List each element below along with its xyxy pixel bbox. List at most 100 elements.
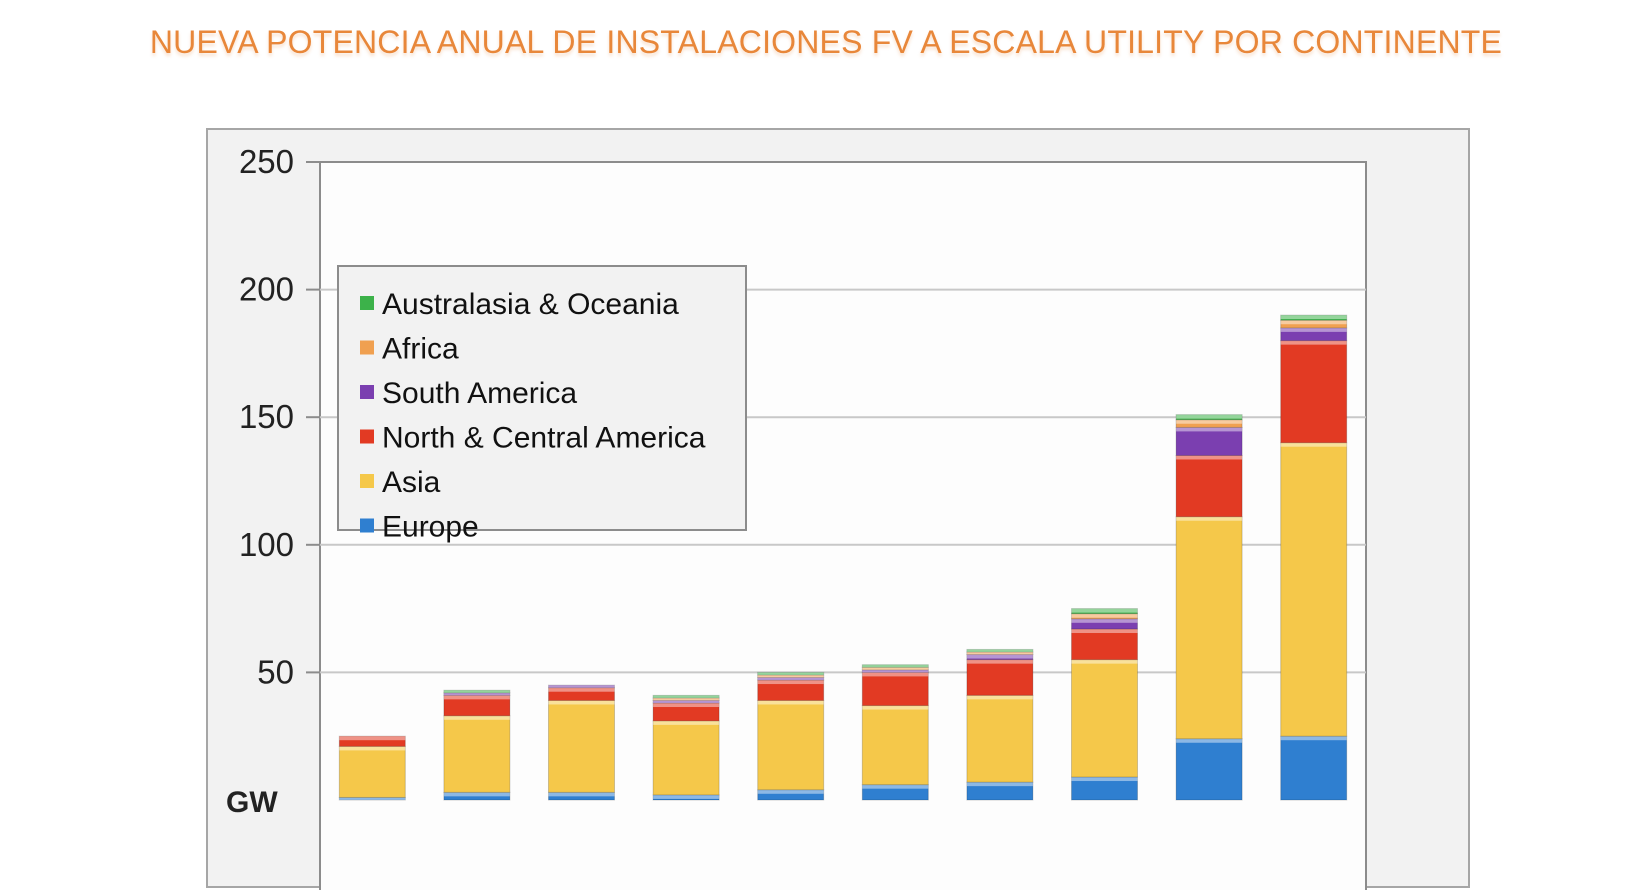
- y-tick-label: 150: [239, 398, 294, 435]
- bar-segment-highlight: [339, 797, 406, 800]
- bar-segment-highlight: [1071, 613, 1138, 618]
- bar-segment-highlight: [653, 794, 720, 799]
- bar-segment-highlight: [862, 705, 929, 710]
- bar-segment-australasia-oceania: [757, 671, 825, 676]
- bar-segment-highlight: [862, 669, 929, 673]
- legend-label: Australasia & Oceania: [382, 288, 679, 321]
- bar-segment-highlight: [653, 697, 720, 701]
- bar-segment-north-central-america: [338, 735, 406, 747]
- bar-segment-highlight: [443, 715, 510, 720]
- bar-segment-highlight: [443, 690, 510, 693]
- bar-segment-highlight: [862, 664, 929, 668]
- bar-segment-highlight: [1071, 629, 1138, 634]
- bar-segment-highlight: [757, 674, 824, 678]
- bar-segment-highlight: [862, 672, 929, 677]
- bar-segment-australasia-oceania: [1280, 314, 1348, 321]
- y-axis-unit-label: GW: [226, 786, 278, 819]
- stacked-bar-chart: 50 100 150 200 250 Australasia & Oceania Afri…: [226, 143, 1367, 890]
- bar-segment-europe: [1175, 738, 1243, 801]
- bar-segment-highlight: [548, 792, 615, 797]
- bar-segment-highlight: [1280, 315, 1347, 320]
- bar-segment-highlight: [1071, 618, 1138, 623]
- bar-segment-highlight: [757, 677, 824, 681]
- y-tick-label: 250: [239, 143, 294, 180]
- bar-segment-highlight: [1280, 327, 1347, 332]
- bar-segment-highlight: [653, 700, 720, 704]
- bar-segment-asia: [966, 694, 1034, 783]
- bar-segment-australasia-oceania: [861, 664, 929, 668]
- y-tick-label: 200: [239, 271, 294, 308]
- bar-segment-highlight: [1176, 455, 1243, 460]
- legend-swatch: [360, 385, 374, 399]
- bar-segment-highlight: [1176, 738, 1243, 743]
- bar-segment-highlight: [1176, 516, 1243, 521]
- bar-segment-highlight: [1176, 427, 1243, 432]
- bar-segment-asia: [548, 699, 615, 793]
- legend-swatch: [360, 474, 374, 488]
- bar-segment-highlight: [966, 651, 1033, 655]
- bar-segment-highlight: [862, 667, 929, 670]
- legend-label: Asia: [382, 466, 441, 499]
- bar-segment-asia: [1175, 516, 1243, 740]
- bar-segment-asia: [338, 745, 406, 798]
- bar-segment-highlight: [548, 700, 615, 705]
- legend-swatch: [360, 340, 374, 355]
- legend-swatch: [360, 429, 374, 444]
- bar-segment-highlight: [1280, 340, 1347, 345]
- bar-segment-north-central-america: [861, 671, 929, 707]
- bar-segment-north-central-america: [1175, 454, 1243, 518]
- bar-segment-highlight: [443, 792, 510, 797]
- bar-segment-highlight: [548, 687, 615, 692]
- legend-box: [337, 265, 747, 531]
- bar-segment-asia: [757, 699, 825, 791]
- bar-segment-australasia-oceania: [1175, 414, 1243, 421]
- y-tick-label: 50: [257, 653, 294, 690]
- bar-segment-highlight: [1071, 777, 1138, 782]
- bar-segment-highlight: [966, 695, 1033, 700]
- chart-frame: 50 100 150 200 250 Australasia & Oceania Afri…: [206, 128, 1470, 890]
- legend-label: Europe: [382, 511, 479, 544]
- bar-segment-highlight: [966, 782, 1033, 787]
- bar-segment-south-america: [1175, 426, 1243, 456]
- y-tick-label: 100: [239, 526, 294, 563]
- legend-swatch: [360, 518, 374, 533]
- bar-segment-highlight: [1176, 414, 1243, 419]
- legend-label: North & Central America: [382, 422, 706, 455]
- legend-label: Africa: [382, 333, 459, 366]
- bar-segment-highlight: [966, 659, 1033, 664]
- bar-segment-highlight: [653, 720, 720, 725]
- bar-segment-highlight: [653, 703, 720, 708]
- y-axis-ticks: 50 100 150 200 250: [239, 143, 320, 690]
- bar-segment-highlight: [1280, 736, 1347, 741]
- bar-segment-highlight: [757, 789, 824, 794]
- bar-segment-australasia-oceania: [443, 689, 511, 694]
- bar-segment-australasia-oceania: [652, 694, 720, 699]
- bar-segment-highlight: [1280, 320, 1347, 325]
- bar-segment-north-central-america: [1280, 340, 1348, 444]
- bar-segment-north-central-america: [966, 659, 1034, 696]
- bar-segment-highlight: [757, 672, 824, 675]
- bar-segment-europe: [1280, 735, 1348, 801]
- bar-segment-asia: [861, 705, 929, 786]
- bar-segment-south-america: [548, 684, 615, 689]
- bar-segment-asia: [1071, 659, 1138, 778]
- bar-segment-highlight: [443, 695, 510, 700]
- bar-segment-north-central-america: [1071, 628, 1138, 661]
- bar-segment-highlight: [757, 700, 824, 705]
- bar-segment-asia: [652, 720, 720, 796]
- bar-segment-highlight: [966, 649, 1033, 652]
- bar-segment-highlight: [1071, 659, 1138, 664]
- bar-segment-highlight: [1071, 608, 1138, 613]
- bar-segment-australasia-oceania: [1071, 608, 1138, 615]
- bar-segment-highlight: [1176, 419, 1243, 424]
- bar-segment-australasia-oceania: [966, 648, 1034, 653]
- bar-segment-highlight: [548, 685, 615, 688]
- bars: [338, 314, 1348, 801]
- bar-segment-asia: [443, 715, 511, 793]
- bar-segment-highlight: [339, 746, 406, 751]
- chart-title: NUEVA POTENCIA ANUAL DE INSTALACIONES FV…: [149, 24, 1503, 60]
- legend: Australasia & Oceania Africa South America…: [337, 265, 747, 544]
- bar-segment-highlight: [862, 784, 929, 789]
- bar-segment-highlight: [443, 692, 510, 696]
- bar-segment-highlight: [757, 680, 824, 685]
